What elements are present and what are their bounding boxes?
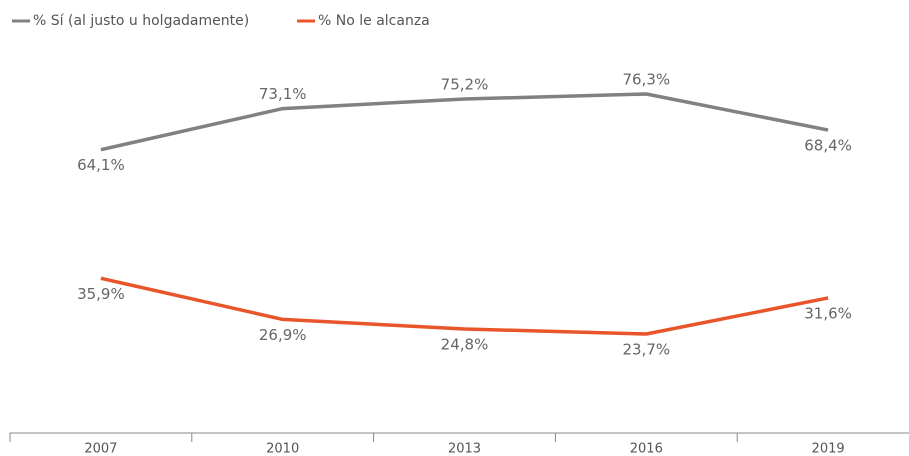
data-label: 35,9%	[77, 285, 125, 303]
x-tick-label: 2013	[448, 442, 481, 456]
x-tick-label: 2019	[812, 442, 845, 456]
data-label: 23,7%	[622, 341, 670, 359]
x-tick-label: 2010	[266, 442, 299, 456]
legend-label: % Sí (al justo u holgadamente)	[33, 13, 249, 29]
legend-label: % No le alcanza	[318, 13, 430, 29]
data-label: 73,1%	[259, 85, 307, 103]
series-line	[100, 92, 829, 152]
data-label: 68,4%	[804, 137, 852, 155]
data-label: 64,1%	[77, 156, 125, 174]
data-label: 26,9%	[259, 326, 307, 344]
x-tick-label: 2007	[84, 442, 117, 456]
data-label: 31,6%	[804, 304, 852, 322]
data-label: 76,3%	[622, 71, 670, 89]
data-label: 24,8%	[441, 335, 489, 353]
x-tick-label: 2016	[630, 442, 663, 456]
data-label: 75,2%	[441, 76, 489, 94]
series-line	[100, 276, 829, 336]
